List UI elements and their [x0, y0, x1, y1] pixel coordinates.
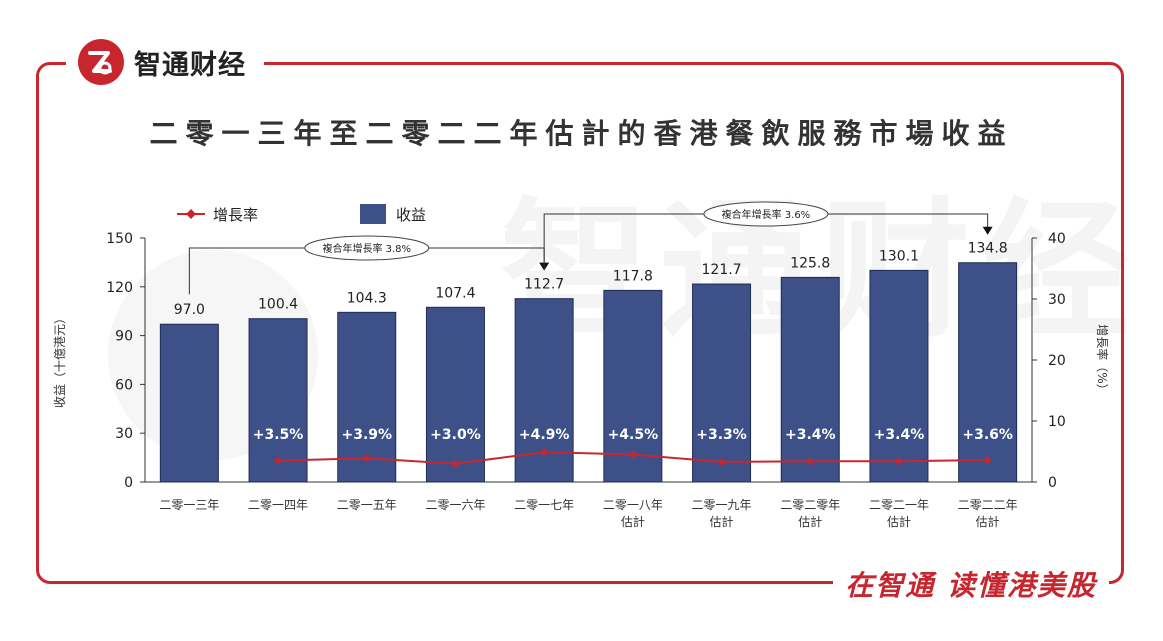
bar-value-label: 125.8 — [790, 255, 830, 271]
bar-value-label: 121.7 — [702, 262, 742, 278]
cagr-bubble — [703, 201, 829, 227]
bar — [159, 323, 219, 483]
y2-tick-label: 0 — [1048, 475, 1057, 491]
x-tick-label: 二零二零年 — [780, 498, 840, 512]
bar — [248, 318, 308, 483]
x-tick-label: 二零一八年 — [603, 498, 663, 512]
growth-point — [451, 459, 460, 468]
bar — [958, 262, 1018, 483]
growth-label: +3.5% — [253, 427, 304, 443]
growth-point — [362, 454, 371, 463]
growth-label: +4.5% — [608, 427, 659, 443]
growth-label: +3.4% — [874, 427, 925, 443]
x-tick-label: 二零一九年 — [692, 498, 752, 512]
growth-label: +4.9% — [519, 427, 570, 443]
y-tick-label: 0 — [124, 475, 133, 491]
growth-point — [894, 457, 903, 466]
x-tick-label: 二零二一年 — [869, 498, 929, 512]
bar-value-label: 112.7 — [524, 277, 564, 293]
y-tick-label: 30 — [115, 426, 133, 442]
legend-bar-swatch — [360, 204, 386, 224]
bar — [603, 289, 663, 483]
growth-point — [806, 457, 815, 466]
growth-point — [274, 456, 283, 465]
growth-point — [628, 450, 637, 459]
x-tick-label: 估計 — [887, 514, 911, 529]
cagr-label: 複合年增長率 3.8% — [322, 242, 411, 255]
brand-name: 智通财经 — [134, 49, 246, 81]
bar-value-label: 130.1 — [879, 248, 919, 264]
y-tick-label: 150 — [106, 231, 133, 247]
x-tick-label: 二零一四年 — [248, 498, 308, 512]
x-tick-label: 估計 — [710, 514, 734, 529]
x-tick-label: 二零二二年 — [958, 498, 1018, 512]
y2-axis-title: 增長率（%） — [1095, 324, 1110, 395]
bar-value-label: 97.0 — [174, 302, 205, 318]
x-tick-label: 二零一七年 — [514, 498, 574, 512]
chart-legend: 增長率 收益 — [177, 204, 426, 224]
x-tick-label: 估計 — [798, 514, 822, 529]
y2-tick-label: 40 — [1048, 231, 1066, 247]
chart-bars — [159, 262, 1018, 483]
y-tick-label: 60 — [115, 377, 133, 393]
bar — [425, 306, 485, 483]
bar-value-label: 100.4 — [258, 297, 298, 313]
x-tick-label: 二零一六年 — [425, 498, 485, 512]
bar-value-label: 104.3 — [347, 290, 387, 306]
legend-label-revenue: 收益 — [396, 206, 426, 224]
chart-frame — [36, 62, 1124, 584]
slogan-text: 在智通 读懂港美股 — [833, 566, 1109, 606]
y-tick-label: 120 — [106, 280, 133, 296]
brand-header: 智通财经 — [66, 36, 264, 88]
growth-point — [717, 457, 726, 466]
cagr-bubble — [304, 235, 430, 261]
bar — [692, 283, 752, 483]
growth-label: +3.9% — [341, 427, 392, 443]
y2-tick-label: 30 — [1048, 292, 1066, 308]
growth-line — [274, 448, 992, 468]
cagr-arrowhead — [982, 226, 993, 235]
legend-label-growth: 增長率 — [213, 206, 258, 224]
x-tick-label: 估計 — [621, 514, 645, 529]
cagr-annotations: 複合年增長率 3.8% 複合年增長率 3.6% — [188, 201, 993, 295]
bar-value-label: 134.8 — [968, 241, 1008, 257]
growth-label: +3.3% — [696, 427, 747, 443]
legend-diamond-swatch — [186, 209, 196, 219]
zhitong-logo-icon — [78, 39, 124, 85]
x-tick-label: 估計 — [976, 514, 1000, 529]
y-tick-label: 90 — [115, 329, 133, 345]
x-tick-label: 二零一三年 — [159, 498, 219, 512]
chart-title: 二零一三年至二零二二年估計的香港餐飲服務市場收益 — [149, 117, 1014, 150]
growth-point — [540, 448, 549, 457]
bar — [780, 276, 840, 483]
y-axis-title: 收益（十億港元） — [53, 312, 67, 408]
bar-value-label: 107.4 — [435, 285, 475, 301]
chart-labels: 97.0 100.4 104.3 107.4 112.7 117.8 121.7 125.8 1… — [159, 241, 1017, 529]
growth-label: +3.6% — [962, 427, 1013, 443]
growth-label: +3.0% — [430, 427, 481, 443]
bar — [337, 311, 397, 483]
x-tick-label: 二零一五年 — [337, 498, 397, 512]
y2-tick-label: 20 — [1048, 353, 1066, 369]
cagr-label: 複合年增長率 3.6% — [722, 208, 811, 221]
bar — [869, 269, 929, 483]
growth-label: +3.4% — [785, 427, 836, 443]
y2-tick-label: 10 — [1048, 414, 1066, 430]
bar-value-label: 117.8 — [613, 268, 653, 284]
growth-point — [983, 456, 992, 465]
